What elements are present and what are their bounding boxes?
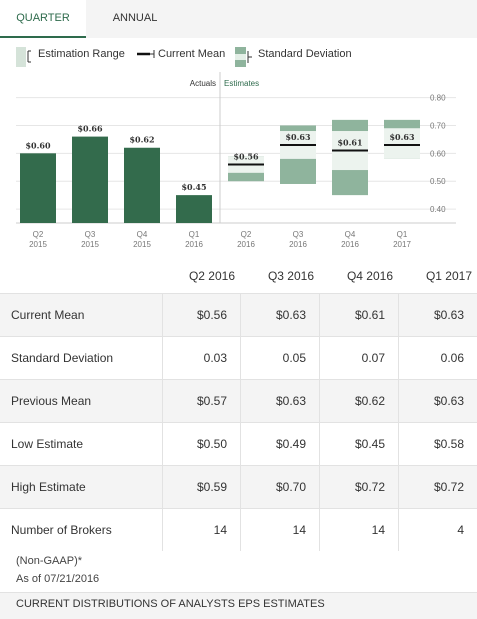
legend-standard-deviation-label: Standard Deviation	[258, 48, 352, 60]
table-cell: 14	[371, 523, 385, 537]
estimate-mean-label: $0.63	[389, 132, 414, 142]
distribution-section-label: CURRENT DISTRIBUTIONS OF ANALYSTS EPS ES…	[16, 598, 325, 610]
estimate-mean-label: $0.61	[337, 138, 362, 148]
as-of-date: As of 07/21/2016	[16, 573, 100, 585]
column-divider	[319, 293, 320, 551]
table-cell: $0.50	[196, 437, 227, 451]
distribution-section-header[interactable]: CURRENT DISTRIBUTIONS OF ANALYSTS EPS ES…	[0, 592, 477, 619]
column-header: Q4 2016	[346, 269, 393, 283]
table-cell: $0.56	[196, 308, 227, 322]
table-cell: $0.59	[196, 480, 227, 494]
table-cell: $0.63	[275, 308, 306, 322]
x-tick-year: 2015	[81, 240, 99, 249]
column-divider	[240, 293, 241, 551]
tab-quarter[interactable]: QUARTER	[0, 0, 86, 38]
table-cell: $0.57	[196, 394, 227, 408]
table-row: Previous Mean $0.57 $0.63 $0.62 $0.63	[0, 379, 477, 422]
table-row: High Estimate $0.59 $0.70 $0.72 $0.72	[0, 465, 477, 508]
table-cell: $0.63	[433, 394, 464, 408]
non-gaap-note: (Non-GAAP)*	[16, 555, 83, 567]
table-cell: 0.07	[361, 351, 385, 365]
column-divider	[398, 293, 399, 551]
x-tick-year: 2016	[237, 240, 255, 249]
table-cell: 14	[213, 523, 227, 537]
actual-value-label: $0.62	[129, 135, 154, 145]
actual-value-label: $0.45	[181, 182, 206, 192]
actual-bar	[72, 136, 108, 223]
current-mean-swatch-icon	[137, 50, 155, 58]
y-tick-label: 0.80	[430, 94, 446, 103]
estimation-range-swatch-icon	[16, 47, 31, 67]
actual-value-label: $0.66	[77, 124, 102, 134]
y-tick-label: 0.70	[430, 121, 446, 130]
actual-bar	[124, 147, 160, 223]
row-label: Number of Brokers	[11, 523, 112, 537]
table-cell: $0.72	[354, 480, 385, 494]
x-tick-quarter: Q2	[33, 230, 44, 239]
table-row: Number of Brokers 14 14 14 4	[0, 508, 477, 551]
tab-annual[interactable]: ANNUAL	[112, 12, 158, 24]
x-tick-quarter: Q4	[137, 230, 148, 239]
x-tick-year: 2016	[289, 240, 307, 249]
table-row: Standard Deviation 0.03 0.05 0.07 0.06	[0, 336, 477, 379]
table-row: Low Estimate $0.50 $0.49 $0.45 $0.58	[0, 422, 477, 465]
eps-chart: 0.800.700.600.500.40$0.60Q22015$0.66Q320…	[16, 72, 456, 249]
column-header: Q1 2017	[425, 269, 472, 283]
x-tick-year: 2015	[29, 240, 47, 249]
estimate-mean-label: $0.56	[233, 151, 258, 161]
table-cell: 4	[457, 523, 464, 537]
estimate-mean-label: $0.63	[285, 132, 310, 142]
table-cell: $0.62	[354, 394, 385, 408]
x-tick-year: 2016	[341, 240, 359, 249]
x-tick-quarter: Q1	[397, 230, 408, 239]
table-cell: $0.72	[433, 480, 464, 494]
table-header: Q2 2016 Q3 2016 Q4 2016 Q1 2017	[0, 260, 477, 293]
x-tick-year: 2015	[133, 240, 151, 249]
table-cell: 14	[292, 523, 306, 537]
table-cell: $0.58	[433, 437, 464, 451]
table-cell: $0.70	[275, 480, 306, 494]
table-cell: 0.03	[203, 351, 227, 365]
table-cell: $0.61	[354, 308, 385, 322]
table-row: Current Mean $0.56 $0.63 $0.61 $0.63	[0, 293, 477, 336]
table-cell: 0.06	[440, 351, 464, 365]
standard-deviation-swatch-icon	[235, 47, 252, 67]
legend-estimation-range-label: Estimation Range	[38, 48, 125, 60]
row-label: Standard Deviation	[11, 351, 114, 365]
table-cell: $0.63	[275, 394, 306, 408]
period-tabs: QUARTER ANNUAL	[0, 0, 477, 38]
estimates-section-label: Estimates	[224, 79, 259, 88]
actuals-section-label: Actuals	[190, 79, 216, 88]
table-cell: $0.63	[433, 308, 464, 322]
y-tick-label: 0.40	[430, 205, 446, 214]
row-label: Current Mean	[11, 308, 85, 322]
x-tick-quarter: Q3	[293, 230, 304, 239]
standard-deviation-band	[384, 128, 420, 159]
table-cell: $0.45	[354, 437, 385, 451]
x-tick-year: 2016	[185, 240, 203, 249]
actual-bar	[176, 195, 212, 223]
legend-current-mean-label: Current Mean	[158, 48, 226, 60]
actual-bar	[20, 153, 56, 223]
x-tick-quarter: Q4	[345, 230, 356, 239]
table-cell: 0.05	[282, 351, 306, 365]
x-tick-year: 2017	[393, 240, 411, 249]
actual-value-label: $0.60	[25, 140, 50, 150]
table-cell: $0.49	[275, 437, 306, 451]
y-tick-label: 0.60	[430, 149, 446, 158]
x-tick-quarter: Q1	[189, 230, 200, 239]
row-label: Low Estimate	[11, 437, 84, 451]
column-header: Q2 2016	[188, 269, 235, 283]
column-divider	[162, 293, 163, 551]
x-tick-quarter: Q3	[85, 230, 96, 239]
x-tick-quarter: Q2	[241, 230, 252, 239]
y-tick-label: 0.50	[430, 177, 446, 186]
row-label: Previous Mean	[11, 394, 92, 408]
column-header: Q3 2016	[267, 269, 314, 283]
row-label: High Estimate	[11, 480, 86, 494]
